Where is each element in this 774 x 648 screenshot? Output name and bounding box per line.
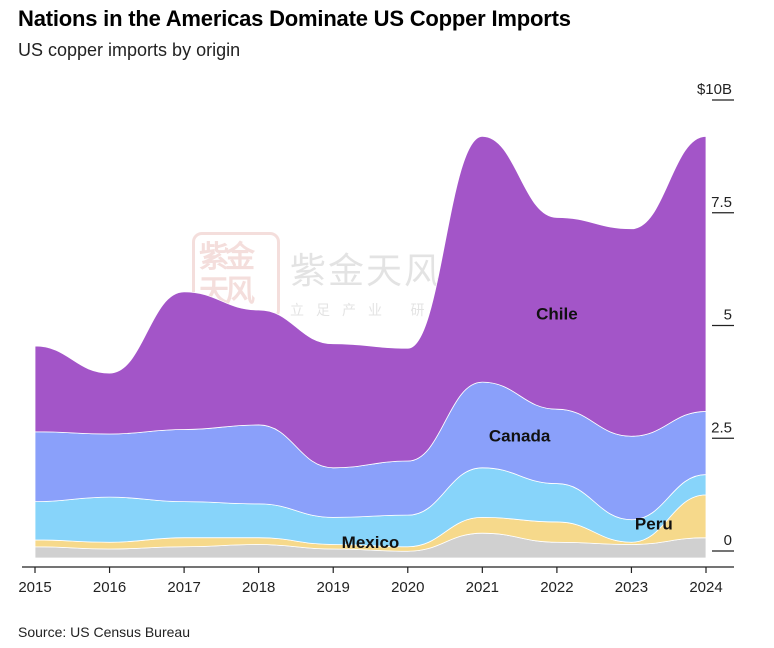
x-tick-label: 2016 [93, 579, 126, 596]
x-tick-label: 2019 [317, 579, 350, 596]
y-tick-label: $10B [697, 81, 732, 98]
chart-title: Nations in the Americas Dominate US Copp… [18, 6, 571, 31]
x-tick-label: 2020 [391, 579, 424, 596]
source-note: Source: US Census Bureau [18, 624, 190, 640]
y-tick-label: 5 [724, 307, 732, 324]
y-axis: 0 2.5 5 7.5 $10B [697, 81, 734, 552]
x-tick-label: 2018 [242, 579, 275, 596]
series-label-peru: Peru [635, 514, 673, 533]
series-labels: Peru Mexico Canada Chile [342, 304, 673, 552]
y-tick-label: 2.5 [711, 419, 732, 436]
chart-subtitle: US copper imports by origin [18, 40, 241, 60]
area-chile [34, 135, 707, 469]
y-tick-label: 0 [724, 532, 732, 549]
x-tick-label: 2021 [466, 579, 499, 596]
series-label-mexico: Mexico [342, 533, 400, 552]
x-axis: 2015 2016 2017 2018 2019 2020 2021 2022 2023 2024 [18, 566, 734, 596]
series-label-canada: Canada [489, 427, 551, 446]
series-label-chile: Chile [536, 304, 578, 323]
y-tick-label: 7.5 [711, 194, 732, 211]
area-layer [34, 135, 707, 559]
x-tick-label: 2017 [167, 579, 200, 596]
x-tick-label: 2023 [615, 579, 648, 596]
x-tick-label: 2015 [18, 579, 51, 596]
x-tick-label: 2022 [540, 579, 573, 596]
x-tick-label: 2024 [689, 579, 722, 596]
